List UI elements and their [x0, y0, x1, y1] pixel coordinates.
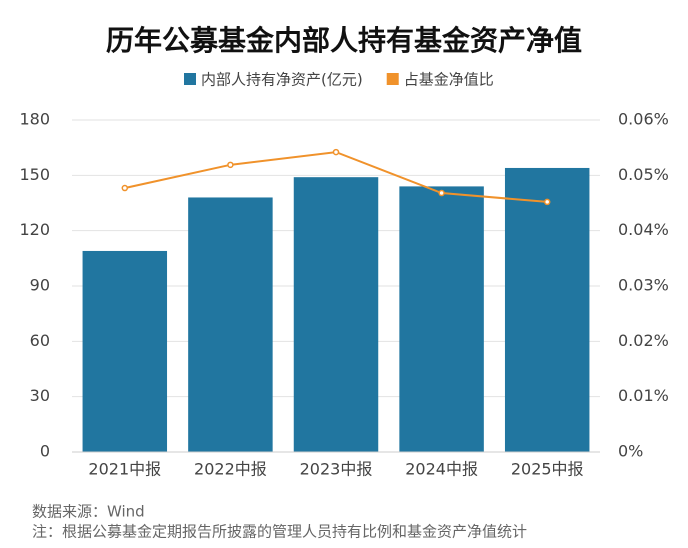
bar [504, 167, 590, 452]
y-tick-label: 30 [30, 386, 50, 405]
bar [293, 177, 379, 452]
y2-tick-label: 0.04% [618, 220, 669, 239]
line-point [332, 148, 340, 156]
bar [82, 250, 168, 452]
x-tick-label: 2021中报 [88, 460, 161, 479]
note: 注：根据公募基金定期报告所披露的管理人员持有比例和基金资产净值统计 [32, 523, 527, 541]
line-point [121, 184, 129, 192]
legend-swatch [386, 73, 399, 85]
x-tick-label: 2023中报 [300, 460, 373, 479]
line-point [543, 198, 551, 206]
y-tick-label: 180 [19, 110, 50, 129]
y2-tick-label: 0.02% [618, 331, 669, 350]
y2-tick-label: 0% [618, 442, 643, 461]
legend-label: 占基金净值比 [404, 71, 494, 89]
legend-label: 内部人持有净资产(亿元) [201, 71, 363, 89]
x-tick-label: 2025中报 [511, 460, 584, 479]
source: 数据来源：Wind [32, 503, 145, 521]
bar [399, 186, 484, 452]
y2-tick-label: 0.05% [618, 165, 669, 184]
legend-swatch [184, 73, 196, 85]
x-tick-label: 2024中报 [405, 460, 478, 479]
x-tick-label: 2022中报 [194, 460, 267, 479]
line-point [227, 161, 234, 169]
bar [188, 197, 273, 452]
y2-tick-label: 0.03% [618, 276, 669, 295]
y-tick-label: 90 [30, 276, 50, 295]
line-point [438, 189, 445, 197]
chart-title: 历年公募基金内部人持有基金资产净值 [106, 24, 582, 57]
y2-tick-label: 0.06% [618, 110, 669, 129]
y2-tick-label: 0.01% [618, 386, 669, 405]
y-tick-label: 150 [19, 165, 50, 184]
y-tick-label: 0 [40, 442, 50, 461]
y-tick-label: 60 [30, 331, 50, 350]
y-tick-label: 120 [19, 220, 50, 239]
